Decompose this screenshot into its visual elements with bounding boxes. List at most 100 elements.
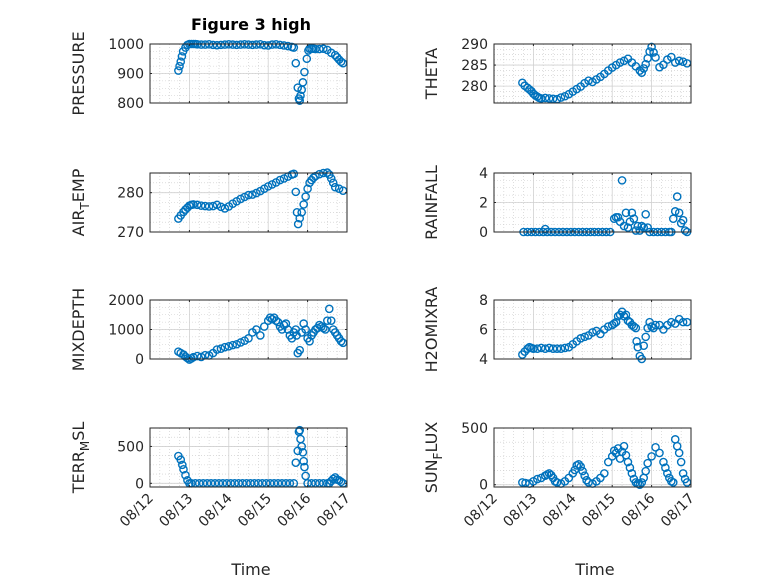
data-point bbox=[301, 192, 310, 201]
data-point bbox=[232, 339, 241, 349]
y-tick-label: 1000 bbox=[108, 37, 144, 53]
data-point bbox=[291, 458, 301, 467]
data-point bbox=[647, 42, 656, 52]
data-point bbox=[617, 176, 627, 185]
data-point bbox=[299, 456, 308, 466]
data-point bbox=[635, 480, 645, 490]
y-tick-label: 270 bbox=[117, 225, 144, 241]
x-axis-label-left: Time bbox=[230, 560, 270, 579]
y-tick-label: 2000 bbox=[108, 293, 144, 309]
data-point bbox=[189, 200, 198, 209]
axes-background bbox=[494, 44, 691, 103]
data-point bbox=[326, 316, 336, 325]
data-point bbox=[637, 68, 647, 77]
y-tick-label: 6 bbox=[479, 323, 488, 339]
data-point bbox=[556, 93, 566, 102]
data-point bbox=[544, 94, 554, 103]
data-point bbox=[672, 192, 682, 201]
y-axis-label: SUNFLUX bbox=[422, 422, 445, 494]
subplot-3: 270 280 AIRTEMP bbox=[69, 168, 348, 241]
x-tick-label: 08/17 bbox=[658, 491, 698, 531]
y-axis-label-main: TERR bbox=[69, 451, 88, 494]
y-tick-label: 280 bbox=[117, 186, 144, 202]
data-point bbox=[281, 319, 291, 328]
x-tick-label: 08/13 bbox=[500, 491, 540, 531]
data-point bbox=[297, 442, 306, 451]
y-axis-label-main: THETA bbox=[422, 48, 441, 100]
data-point bbox=[177, 52, 187, 61]
data-point bbox=[322, 316, 332, 325]
y-axis-label-main: RAINFALL bbox=[422, 165, 441, 240]
data-point bbox=[574, 460, 584, 469]
subplot-7: 0 500 TERRMSL 08/12 08/13 08/14 08/15 08/16 08/1… bbox=[69, 422, 354, 531]
x-tick-label: 08/13 bbox=[156, 491, 196, 531]
data-point bbox=[248, 40, 257, 50]
data-point bbox=[580, 471, 589, 480]
y-axis-label: PRESSURE bbox=[69, 31, 88, 115]
data-point bbox=[176, 455, 186, 465]
data-point bbox=[621, 310, 631, 320]
data-point bbox=[641, 59, 650, 69]
y-axis-label: RAINFALL bbox=[422, 165, 441, 240]
data-point bbox=[244, 190, 253, 200]
y-tick-label: 0 bbox=[479, 225, 488, 241]
x-tick-label: 08/16 bbox=[275, 490, 315, 530]
data-point bbox=[667, 317, 676, 327]
axes-box bbox=[493, 43, 692, 104]
data-point bbox=[647, 452, 656, 461]
data-point bbox=[252, 325, 261, 334]
data-point bbox=[678, 469, 688, 478]
data-point bbox=[603, 457, 613, 467]
y-tick-label: 280 bbox=[461, 79, 488, 95]
data-point bbox=[208, 201, 218, 211]
axes-background bbox=[494, 428, 691, 487]
data-point bbox=[192, 200, 202, 210]
data-point bbox=[621, 208, 631, 218]
data-point bbox=[291, 58, 301, 68]
data-point bbox=[300, 67, 309, 77]
data-point bbox=[212, 40, 222, 50]
data-point bbox=[259, 322, 269, 331]
data-point bbox=[283, 41, 293, 51]
subplot-6: 4 6 8 H2OMIXRA bbox=[422, 287, 692, 372]
y-tick-label: 1000 bbox=[108, 323, 144, 339]
data-point bbox=[263, 41, 273, 50]
y-axis-label-main: AIR bbox=[69, 210, 88, 237]
data-point bbox=[244, 334, 253, 343]
data-point bbox=[277, 325, 287, 334]
data-point bbox=[248, 190, 257, 199]
axes-box bbox=[493, 427, 692, 488]
y-axis-label: TERRMSL bbox=[69, 422, 92, 495]
data-point bbox=[212, 345, 222, 354]
data-point bbox=[315, 169, 324, 179]
y-axis-label-subscript: M bbox=[78, 441, 92, 451]
data-point bbox=[600, 469, 609, 478]
axes-box bbox=[149, 427, 348, 488]
data-point bbox=[641, 209, 650, 219]
data-point bbox=[619, 441, 629, 451]
data-point bbox=[298, 78, 308, 87]
data-point bbox=[300, 462, 309, 472]
data-point bbox=[319, 44, 328, 54]
data-point bbox=[631, 226, 641, 235]
data-point bbox=[533, 474, 542, 484]
data-point bbox=[641, 466, 650, 476]
data-point bbox=[552, 478, 562, 487]
data-point bbox=[611, 317, 621, 327]
subplot-8: 0 500 SUNFLUX 08/12 08/13 08/14 08/15 08/16 08/1… bbox=[422, 421, 698, 530]
data-point bbox=[639, 341, 649, 351]
data-point bbox=[560, 343, 570, 353]
y-tick-label: 285 bbox=[461, 58, 488, 74]
data-point bbox=[196, 201, 206, 210]
data-point bbox=[611, 448, 621, 458]
data-point bbox=[548, 94, 558, 104]
data-point bbox=[613, 212, 623, 222]
data-point bbox=[236, 338, 245, 347]
data-point bbox=[639, 64, 649, 73]
data-point bbox=[175, 61, 184, 71]
y-axis-label-main: PRESSURE bbox=[69, 31, 88, 115]
y-axis-label-subscript: T bbox=[78, 202, 92, 211]
x-tick-label: 08/15 bbox=[579, 491, 619, 531]
y-tick-label: 2 bbox=[479, 196, 488, 212]
y-axis-label-suffix: EMP bbox=[69, 168, 88, 202]
